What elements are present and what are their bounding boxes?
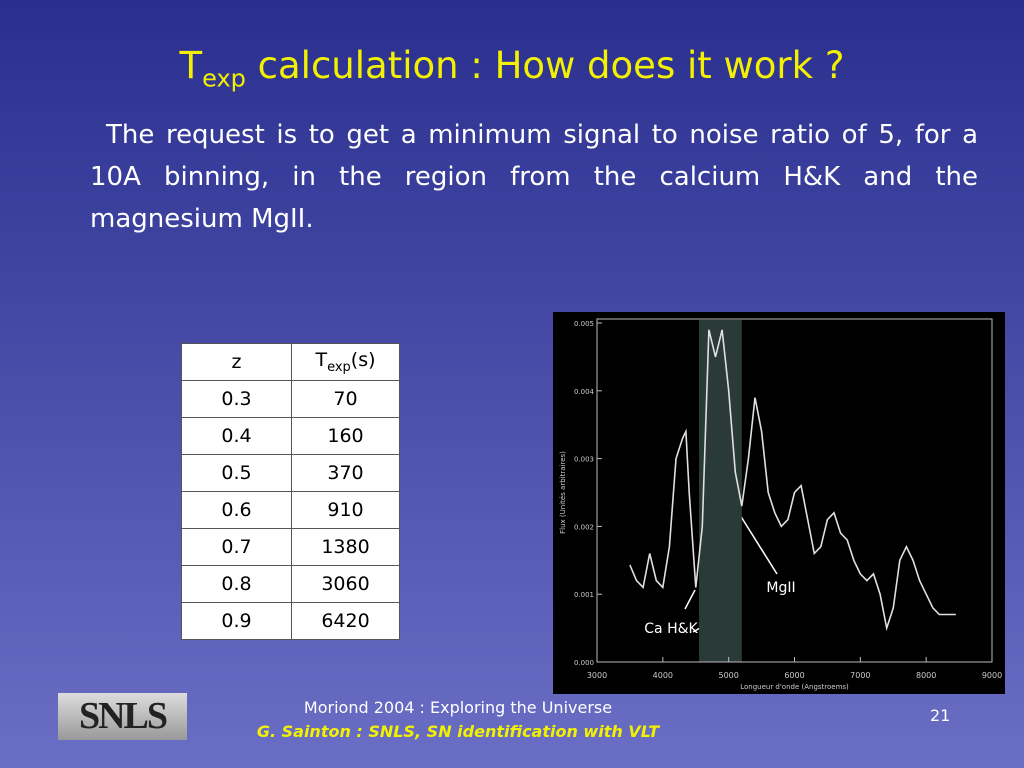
table-row: 0.3 70 bbox=[181, 380, 400, 418]
header-cell: z bbox=[181, 343, 292, 381]
arrow bbox=[739, 514, 778, 575]
table-cell: 6420 bbox=[291, 602, 400, 640]
x-tick-label: 3000 bbox=[587, 671, 607, 680]
paragraph: The request is to get a minimum signal t… bbox=[90, 120, 978, 234]
header-text: T bbox=[315, 349, 328, 372]
table-row: 0.8 3060 bbox=[181, 565, 400, 603]
x-tick-label: 8000 bbox=[916, 671, 936, 680]
table-row: 0.4 160 bbox=[181, 417, 400, 455]
title-text: T bbox=[179, 44, 203, 87]
table-cell: 70 bbox=[291, 380, 400, 418]
table-cell: 0.7 bbox=[181, 528, 292, 566]
header-text: (s) bbox=[350, 349, 376, 372]
table-body: z Texp(s) 0.3 70 0.4 160 0.5 370 0.6 910 0.7 1380… bbox=[181, 343, 400, 640]
y-tick-label: 0.001 bbox=[574, 591, 594, 599]
chart-background bbox=[553, 312, 1005, 694]
table: z Texp(s) 0.3 70 0.4 160 0.5 370 0.6 910 0.7 1380… bbox=[181, 343, 400, 640]
table-cell: 910 bbox=[291, 491, 400, 529]
y-tick-label: 0.003 bbox=[574, 456, 594, 464]
header-subscript: exp bbox=[327, 359, 351, 375]
x-axis-label: Longueur d'onde (Angstroems) bbox=[740, 683, 849, 691]
footer-line: Moriond 2004 : Exploring the Universe bbox=[303, 698, 613, 717]
x-tick-label: 5000 bbox=[718, 671, 738, 680]
y-tick-label: 0.005 bbox=[574, 320, 594, 328]
title-text: calculation : How does it work ? bbox=[245, 44, 845, 87]
table-row: 0.5 370 bbox=[181, 454, 400, 492]
annotation: MgII bbox=[766, 580, 795, 596]
x-tick-label: 4000 bbox=[653, 671, 673, 680]
x-tick-label: 6000 bbox=[784, 671, 804, 680]
footer-line: G. Sainton : SNLS, SN identification wit… bbox=[256, 722, 660, 741]
table-row: 0.9 6420 bbox=[181, 602, 400, 640]
table-cell: 3060 bbox=[291, 565, 400, 603]
x-tick-label: 7000 bbox=[850, 671, 870, 680]
header-row: z Texp(s) bbox=[181, 343, 400, 381]
table-cell: 1380 bbox=[291, 528, 400, 566]
y-axis-label: Flux (Unités arbitraires) bbox=[559, 451, 567, 534]
y-tick-label: 0.004 bbox=[574, 388, 595, 396]
table-cell: 0.6 bbox=[181, 491, 292, 529]
logo: SNLS bbox=[58, 693, 187, 740]
table-cell: 0.3 bbox=[181, 380, 292, 418]
arrow bbox=[684, 589, 696, 610]
y-tick-label: 0.000 bbox=[574, 659, 594, 667]
annotation: Ca H&K bbox=[644, 621, 698, 637]
title-subscript: exp bbox=[202, 64, 246, 93]
spectrum-line bbox=[629, 329, 956, 632]
highlight-band bbox=[699, 320, 742, 662]
header-cell: Texp(s) bbox=[291, 343, 400, 381]
table-cell: 0.5 bbox=[181, 454, 292, 492]
y-tick-label: 0.002 bbox=[574, 523, 594, 531]
table-cell: 0.4 bbox=[181, 417, 292, 455]
spectrum-chart: 3000 4000 5000 6000 7000 8000 9000 0.000 0.001 0.… bbox=[553, 312, 1005, 694]
slide-title: Texp calculation : How does it work ? bbox=[0, 44, 1024, 92]
table-cell: 0.9 bbox=[181, 602, 292, 640]
table-cell: 370 bbox=[291, 454, 400, 492]
table-cell: 0.8 bbox=[181, 565, 292, 603]
table-row: 0.6 910 bbox=[181, 491, 400, 529]
x-tick-label: 9000 bbox=[982, 671, 1002, 680]
table-row: 0.7 1380 bbox=[181, 528, 400, 566]
table-cell: 160 bbox=[291, 417, 400, 455]
page-number: 21 bbox=[930, 706, 951, 725]
